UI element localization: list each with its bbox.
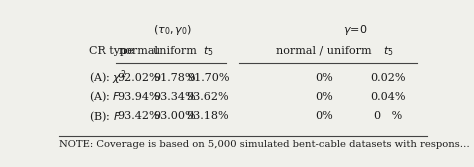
Text: 91.70%: 91.70% [187,73,229,83]
Text: $\gamma\!=\!0$: $\gamma\!=\!0$ [344,23,368,37]
Text: 0.02%: 0.02% [370,73,406,83]
Text: NOTE: Coverage is based on 5,000 simulated bent-cable datasets with respons…: NOTE: Coverage is based on 5,000 simulat… [59,140,470,149]
Text: 93.94%: 93.94% [117,92,160,102]
Text: normal / uniform: normal / uniform [276,46,372,56]
Text: $(\tau_0, \gamma_0)$: $(\tau_0, \gamma_0)$ [154,23,193,37]
Text: normal: normal [118,46,158,56]
Text: 93.18%: 93.18% [187,112,229,121]
Text: 0%: 0% [315,92,333,102]
Text: 0%: 0% [315,112,333,121]
Text: 91.78%: 91.78% [154,73,196,83]
Text: (A): $\chi^2$: (A): $\chi^2$ [89,69,126,87]
Text: uniform: uniform [153,46,197,56]
Text: (A): $F$: (A): $F$ [89,90,121,104]
Text: $t_5$: $t_5$ [203,44,213,58]
Text: 0   %: 0 % [374,112,402,121]
Text: 0%: 0% [315,73,333,83]
Text: 92.02%: 92.02% [117,73,160,83]
Text: 93.00%: 93.00% [154,112,196,121]
Text: 0.04%: 0.04% [370,92,406,102]
Text: CR type: CR type [89,46,133,56]
Text: 93.42%: 93.42% [117,112,160,121]
Text: $t_5$: $t_5$ [383,44,393,58]
Text: 93.62%: 93.62% [187,92,229,102]
Text: (B): $F$: (B): $F$ [89,109,121,124]
Text: 93.34%: 93.34% [154,92,196,102]
